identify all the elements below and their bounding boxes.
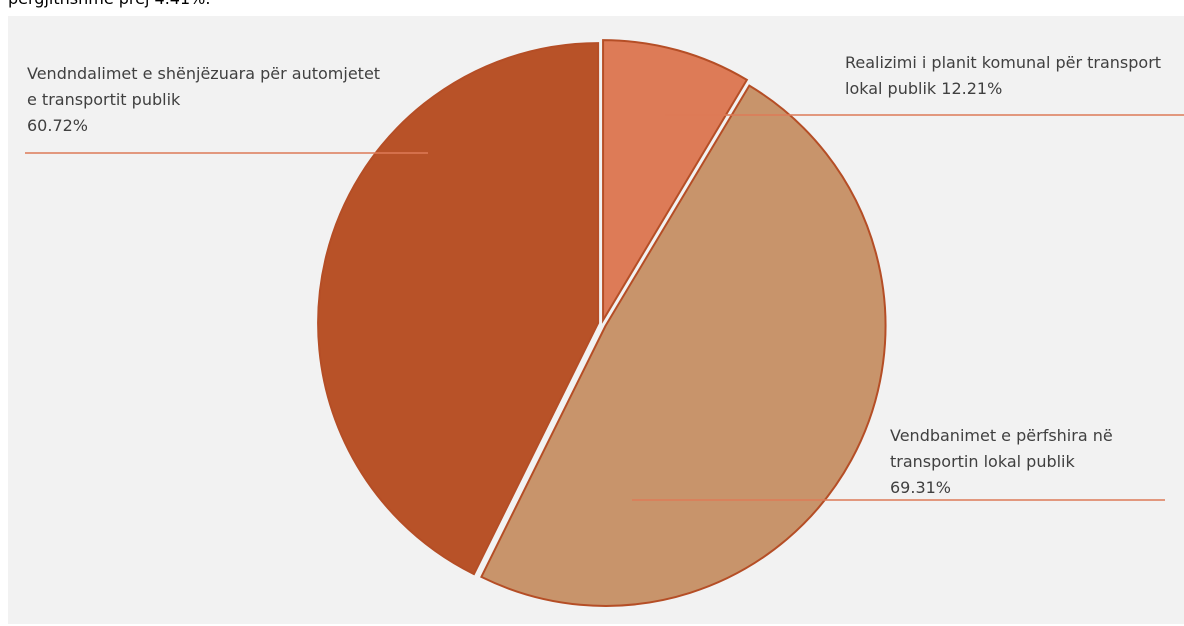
caption: përgjithshme prej 4.41%. [8, 0, 210, 8]
data-label: Realizimi i planit komunal për transport… [845, 50, 1175, 102]
value-label: 69.31% [890, 478, 952, 497]
category-label: Vendndalimet e shënjëzuara për automjete… [27, 64, 381, 109]
data-label: Vendbanimet e përfshira në transportin l… [890, 423, 1180, 501]
category-label: Realizimi i planit komunal për transport… [845, 53, 1162, 98]
value-label: 12.21% [941, 79, 1003, 98]
value-label: 60.72% [27, 116, 89, 135]
pie-slice [480, 84, 887, 607]
data-label: Vendndalimet e shënjëzuara për automjete… [27, 61, 387, 139]
pie-slice [317, 42, 600, 576]
pie-slice [602, 39, 749, 324]
category-label: Vendbanimet e përfshira në transportin l… [890, 426, 1113, 471]
